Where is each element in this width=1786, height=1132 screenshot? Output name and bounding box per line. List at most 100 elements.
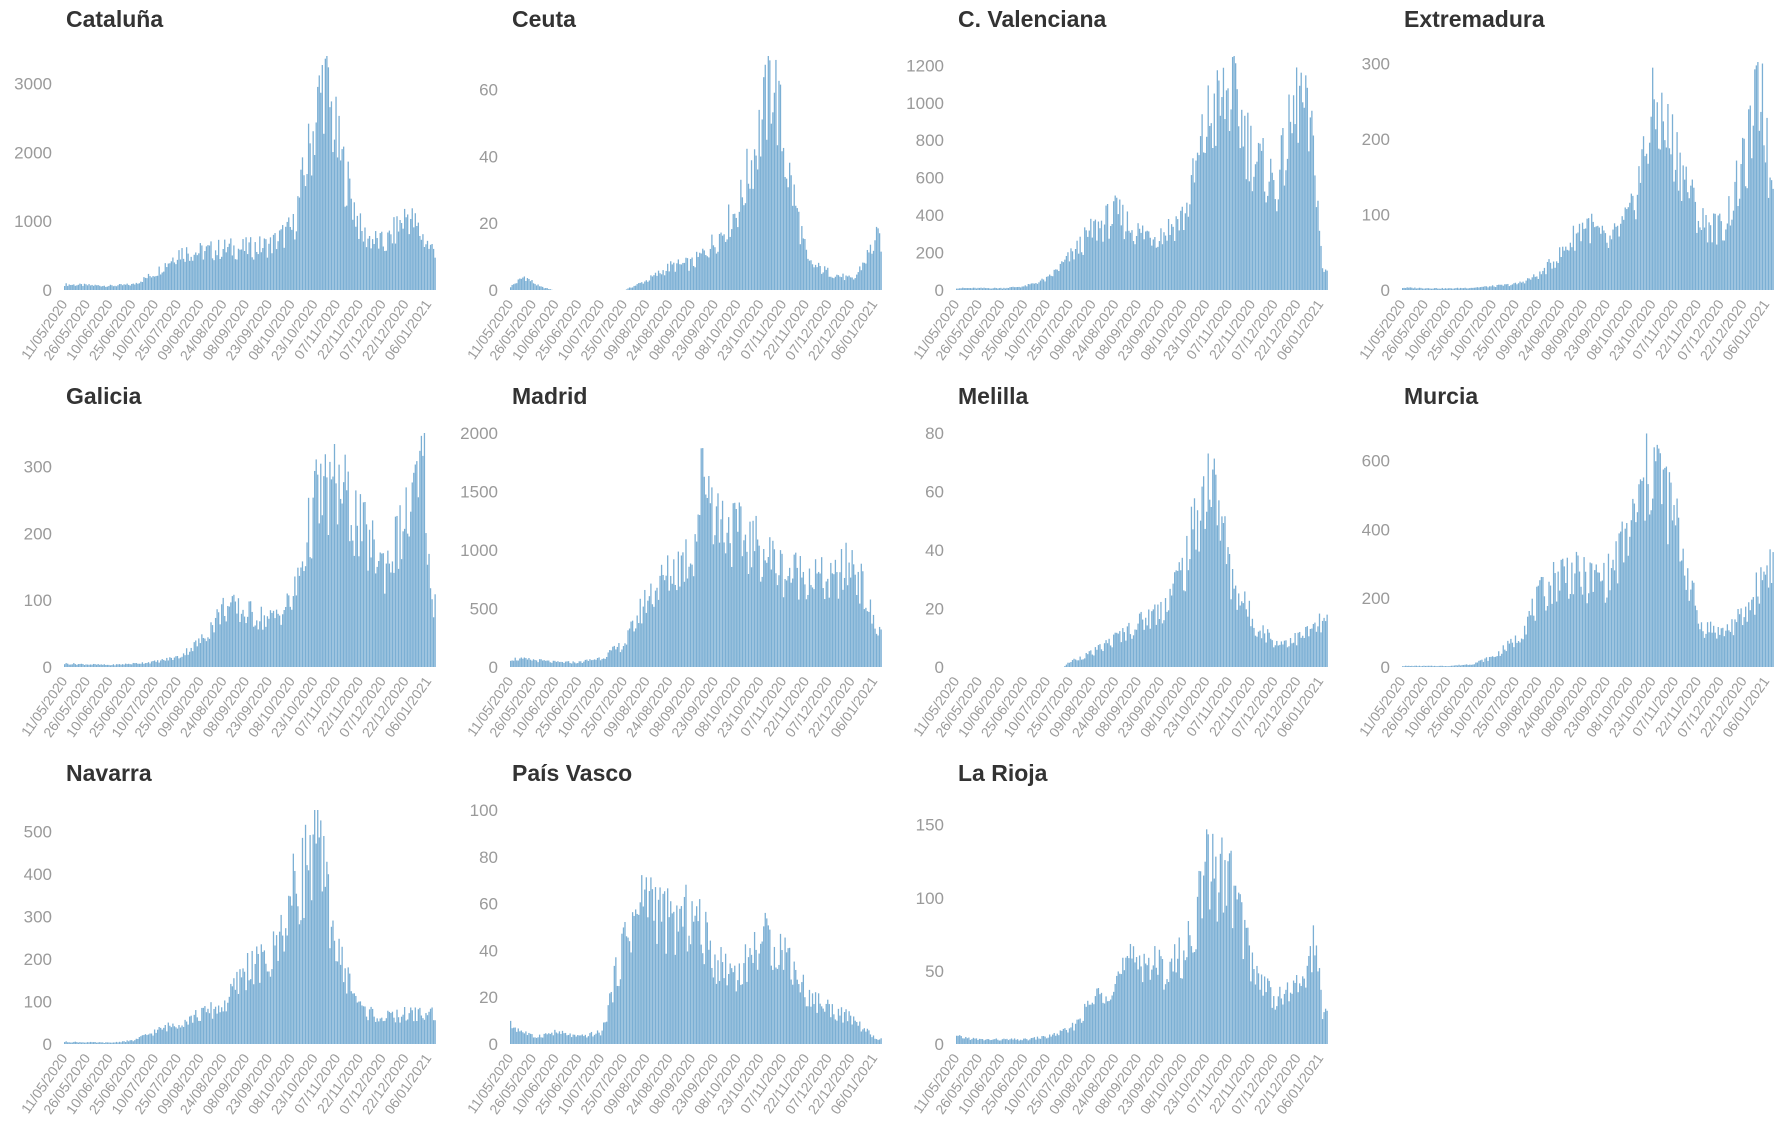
bar <box>1658 149 1659 290</box>
bar <box>994 288 995 290</box>
bar <box>351 525 352 667</box>
bar <box>189 1017 190 1044</box>
bar <box>143 1035 144 1044</box>
bar <box>1241 902 1242 1044</box>
bar <box>1054 1033 1055 1044</box>
bar <box>1497 285 1498 290</box>
bar <box>672 584 673 667</box>
y-tick-label: 3000 <box>14 75 52 94</box>
bar <box>1771 180 1772 290</box>
bar <box>1423 666 1424 667</box>
bar <box>1597 572 1598 667</box>
bar <box>1407 666 1408 667</box>
bar <box>1730 226 1731 290</box>
bar <box>768 56 769 290</box>
bar <box>774 93 775 290</box>
bar <box>1472 288 1473 290</box>
chart-svg: 020040060011/05/202026/05/202010/06/2020… <box>1338 377 1784 755</box>
bar <box>98 285 99 290</box>
bar <box>1590 563 1591 667</box>
bar <box>1319 968 1320 1044</box>
bar <box>274 233 275 290</box>
bar <box>1287 982 1288 1044</box>
bar <box>73 663 74 667</box>
bar <box>101 664 102 667</box>
bar <box>1144 630 1145 667</box>
bar <box>789 568 790 667</box>
bar <box>664 275 665 290</box>
bar <box>366 524 367 667</box>
bar <box>852 278 853 290</box>
bar <box>824 266 825 290</box>
bar <box>131 284 132 290</box>
bar <box>1454 288 1455 290</box>
bar <box>806 599 807 667</box>
bar <box>577 1035 578 1044</box>
bar <box>627 288 628 290</box>
bar <box>1663 470 1664 667</box>
bar <box>1620 532 1621 667</box>
bar <box>1684 180 1685 290</box>
bar <box>172 258 173 290</box>
bar <box>1183 950 1184 1044</box>
bar <box>536 285 537 290</box>
bar <box>521 279 522 290</box>
bar <box>1136 236 1137 290</box>
y-tick-label: 0 <box>935 1035 944 1054</box>
bar <box>847 276 848 290</box>
bar <box>1644 521 1645 667</box>
y-tick-label: 800 <box>916 131 944 150</box>
y-tick-label: 60 <box>925 483 944 502</box>
bar <box>1229 853 1230 1044</box>
bar <box>1696 610 1697 667</box>
bar <box>510 661 511 667</box>
bar <box>406 1021 407 1044</box>
bar <box>769 537 770 667</box>
bar <box>1200 871 1201 1044</box>
bar <box>664 891 665 1044</box>
bar <box>879 1039 880 1044</box>
bar <box>189 261 190 290</box>
bar <box>1762 64 1763 290</box>
bar <box>1012 1040 1013 1044</box>
bar <box>383 247 384 291</box>
bar <box>652 889 653 1044</box>
bar <box>746 149 747 290</box>
bar <box>787 187 788 290</box>
bar <box>1544 596 1545 667</box>
bar <box>1017 1039 1018 1044</box>
bar <box>401 223 402 290</box>
bar <box>676 905 677 1044</box>
bar <box>838 1009 839 1044</box>
bar <box>372 239 373 290</box>
bar <box>290 227 291 290</box>
bar <box>1226 90 1227 290</box>
bar <box>326 56 327 290</box>
bar <box>1296 645 1297 667</box>
bar <box>1445 288 1446 290</box>
bar <box>746 982 747 1044</box>
bar <box>90 1042 91 1044</box>
bar <box>320 464 321 667</box>
bar <box>569 663 570 667</box>
bar <box>1439 289 1440 290</box>
bar <box>235 259 236 290</box>
bar <box>1267 196 1268 290</box>
bar <box>592 1036 593 1044</box>
bar <box>142 1035 143 1044</box>
bar <box>1647 484 1648 667</box>
bar <box>752 963 753 1044</box>
bar <box>1150 238 1151 290</box>
bar <box>200 643 201 667</box>
bar <box>1240 606 1241 667</box>
bar <box>113 664 114 667</box>
bar <box>713 245 714 290</box>
bar <box>1299 86 1300 290</box>
bar <box>1771 583 1772 667</box>
bar <box>1188 921 1189 1044</box>
bar <box>1089 651 1090 667</box>
bar <box>352 994 353 1044</box>
bar <box>859 604 860 667</box>
bar <box>1192 953 1193 1044</box>
